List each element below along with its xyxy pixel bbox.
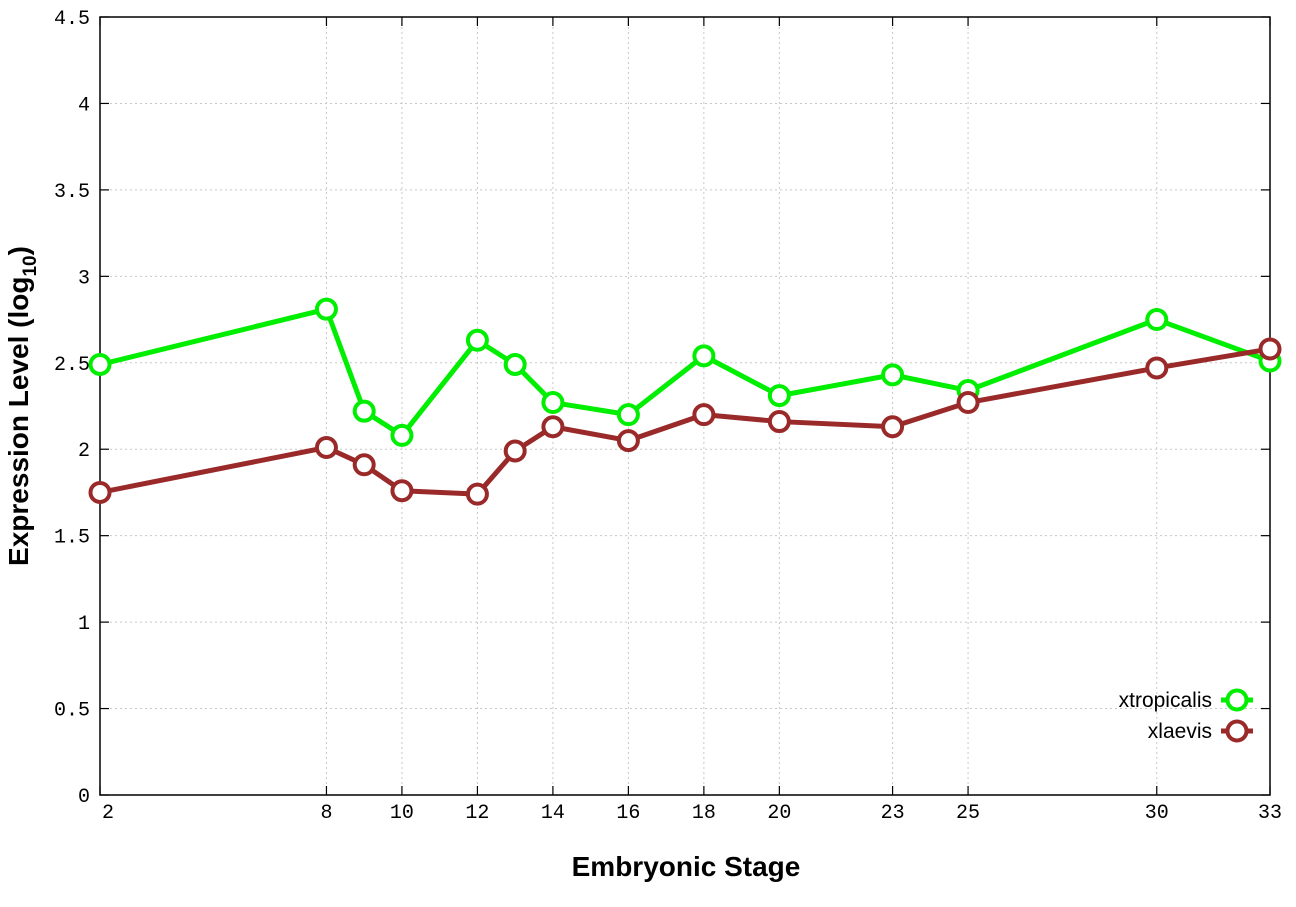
xtropicalis-point — [352, 399, 376, 423]
xtropicalis-point — [503, 353, 527, 377]
y-tick-label: 2 — [78, 440, 90, 463]
xlaevis-point — [314, 435, 338, 459]
xlaevis-point — [616, 429, 640, 453]
x-tick-label: 33 — [1258, 802, 1282, 825]
y-tick-label: 0 — [78, 786, 90, 809]
x-axis-title: Embryonic Stage — [572, 851, 801, 882]
legend-label-xlaevis: xlaevis — [1148, 720, 1212, 743]
xtropicalis-point — [465, 328, 489, 352]
xtropicalis-point — [767, 384, 791, 408]
xlaevis-point — [767, 410, 791, 434]
xtropicalis-point — [541, 391, 565, 415]
xtropicalis-line — [99, 306, 1271, 438]
xtropicalis-point — [88, 353, 112, 377]
tick-layer: 0 0.5 1 1.5 2 2.5 3 3.5 4 4.5 2 8 10 12 14 16 18 20 23 25 30… — [54, 8, 1282, 825]
grid-layer — [100, 17, 1270, 795]
legend-label-xtropicalis: xtropicalis — [1119, 689, 1212, 712]
xlaevis-point — [881, 415, 905, 439]
xtropicalis-point — [314, 297, 338, 321]
x-tick-label: 25 — [956, 802, 980, 825]
xtropicalis-point — [692, 344, 716, 368]
xlaevis-point — [88, 480, 112, 504]
xlaevis-point — [465, 482, 489, 506]
xtropicalis-point — [881, 363, 905, 387]
legend-swatch-marker-xlaevis — [1225, 719, 1249, 743]
y-tick-label: 3 — [78, 267, 90, 290]
x-tick-label: 16 — [616, 802, 640, 825]
x-tick-label: 8 — [320, 802, 332, 825]
x-tick-label: 14 — [541, 802, 565, 825]
x-tick-label: 23 — [881, 802, 905, 825]
xlaevis-point — [352, 453, 376, 477]
x-tick-label: 12 — [465, 802, 489, 825]
xtropicalis-point — [390, 423, 414, 447]
x-tick-label: 30 — [1145, 802, 1169, 825]
xlaevis-point — [1258, 337, 1282, 361]
xtropicalis-point — [616, 403, 640, 427]
legend-swatch-marker-xtropicalis — [1225, 688, 1249, 712]
y-tick-label: 3.5 — [54, 181, 90, 204]
x-tick-label: 18 — [692, 802, 716, 825]
y-tick-label: 1 — [78, 613, 90, 636]
x-tick-label: 10 — [390, 802, 414, 825]
legend: xtropicalis xlaevis — [1119, 688, 1253, 743]
series-xlaevis — [88, 337, 1282, 506]
xtropicalis-point — [1145, 308, 1169, 332]
xlaevis-point — [1145, 356, 1169, 380]
y-tick-label: 4 — [78, 94, 90, 117]
y-axis-title: Expression Level (log10) — [3, 246, 41, 566]
xlaevis-point — [956, 391, 980, 415]
y-tick-label: 0.5 — [54, 700, 90, 723]
xlaevis-point — [390, 479, 414, 503]
xlaevis-point — [541, 415, 565, 439]
y-tick-label: 2.5 — [54, 354, 90, 377]
y-tick-label: 1.5 — [54, 527, 90, 550]
series-layer — [88, 297, 1282, 506]
x-tick-label: 2 — [102, 802, 114, 825]
xlaevis-point — [692, 403, 716, 427]
xlaevis-point — [503, 439, 527, 463]
x-tick-label: 20 — [767, 802, 791, 825]
y-tick-label: 4.5 — [54, 8, 90, 31]
plot-frame — [99, 16, 1271, 796]
